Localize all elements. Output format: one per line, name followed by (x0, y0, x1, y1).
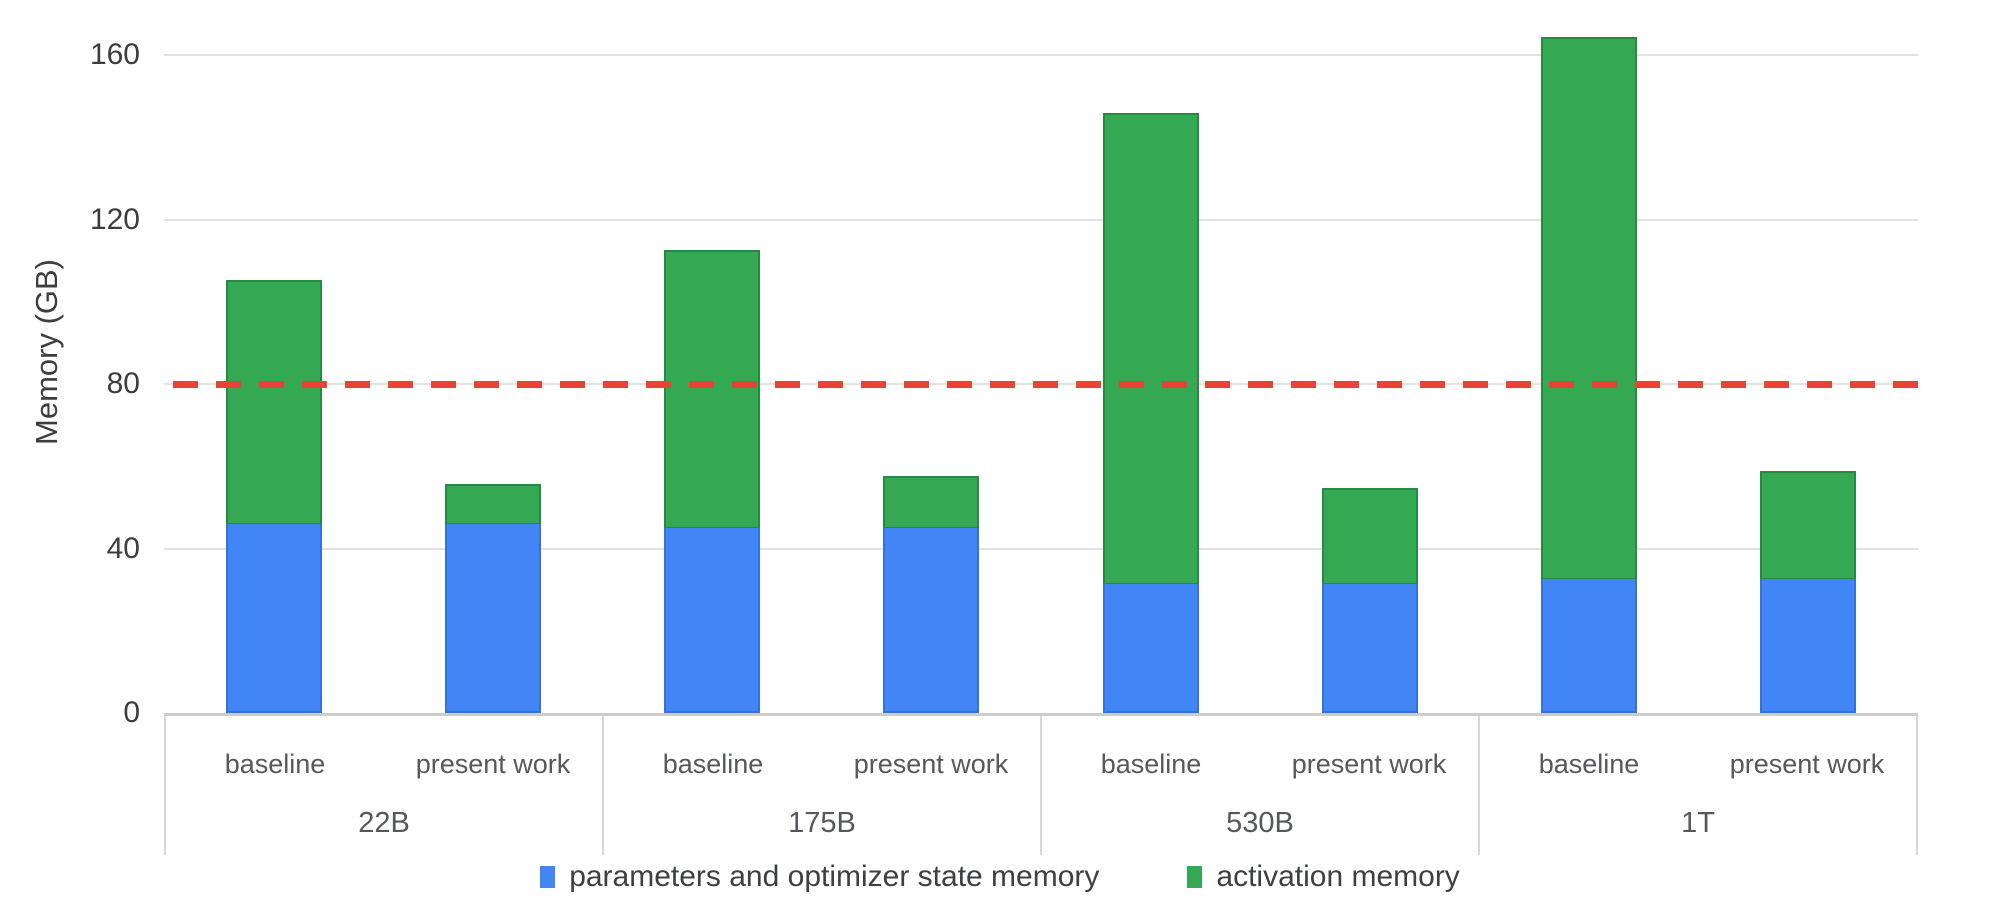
x-label-baseline: baseline (1100, 749, 1202, 779)
bar-530B-baseline (1102, 113, 1199, 713)
parameters-memory-segment (1541, 579, 1638, 713)
legend-item-parameters-memory: parameters and optimizer state memory (540, 860, 1099, 894)
x-label-baseline: baseline (224, 749, 326, 779)
activation-memory-segment (444, 484, 541, 525)
parameters-memory-segment (444, 524, 541, 713)
activation-memory-segment (664, 250, 761, 528)
activation-memory-segment (883, 475, 980, 528)
y-tick-label-40: 40 (106, 531, 140, 565)
x-label-baseline: baseline (1538, 749, 1640, 779)
parameters-memory-segment (1760, 579, 1857, 713)
bar-175B-baseline (664, 250, 761, 713)
activation-memory-segment (1102, 113, 1199, 584)
x-label-present-work: present work (415, 749, 571, 779)
group-cell-530B: baseline present work 530B (1042, 716, 1480, 855)
x-label-present-work: present work (1729, 749, 1885, 779)
activation-memory-segment (1760, 470, 1857, 580)
y-tick-label-120: 120 (89, 202, 140, 236)
x-label-baseline: baseline (662, 749, 764, 779)
bar-530B-present-work (1321, 487, 1418, 713)
activation-memory-swatch-icon (1187, 866, 1203, 888)
parameters-memory-segment (883, 527, 980, 713)
bar-22B-baseline (225, 280, 322, 713)
x-axis-label-band: baseline present work 22B baseline present w… (164, 713, 1918, 855)
y-tick-label-160: 160 (89, 38, 140, 72)
x-label-present-work: present work (1291, 749, 1447, 779)
group-label-530B: 530B (1226, 807, 1294, 839)
activation-memory-segment (1321, 487, 1418, 584)
group-cell-22B: baseline present work 22B (164, 716, 604, 855)
gridline-120 (164, 218, 1918, 221)
parameters-memory-segment (225, 524, 322, 713)
gridline-160 (164, 54, 1918, 57)
group-label-22B: 22B (358, 807, 410, 839)
y-tick-label-80: 80 (106, 367, 140, 401)
bar-1T-baseline (1541, 37, 1638, 713)
parameters-memory-swatch-icon (540, 866, 556, 888)
parameters-memory-segment (1321, 583, 1418, 713)
legend-item-activation-memory: activation memory (1187, 860, 1460, 894)
legend: parameters and optimizer state memory ac… (0, 860, 2000, 894)
y-tick-label-0: 0 (123, 696, 140, 729)
group-cell-175B: baseline present work 175B (604, 716, 1042, 855)
bar-1T-present-work (1760, 470, 1857, 713)
gridline-40 (164, 547, 1918, 550)
parameters-memory-segment (1102, 583, 1199, 713)
activation-memory-segment (225, 280, 322, 525)
x-label-present-work: present work (853, 749, 1009, 779)
bar-175B-present-work (883, 475, 980, 713)
y-axis-title: Memory (GB) (29, 259, 64, 445)
bar-22B-present-work (444, 484, 541, 713)
legend-label-activation-memory: activation memory (1216, 860, 1460, 893)
parameters-memory-segment (664, 527, 761, 713)
legend-label-parameters-memory: parameters and optimizer state memory (569, 860, 1100, 893)
reference-line-80gb (164, 381, 1918, 389)
group-cell-1T: baseline present work 1T (1480, 716, 1918, 855)
group-label-1T: 1T (1681, 807, 1715, 839)
group-label-175B: 175B (788, 807, 856, 839)
plot-area (164, 0, 1918, 713)
activation-memory-segment (1541, 37, 1638, 580)
